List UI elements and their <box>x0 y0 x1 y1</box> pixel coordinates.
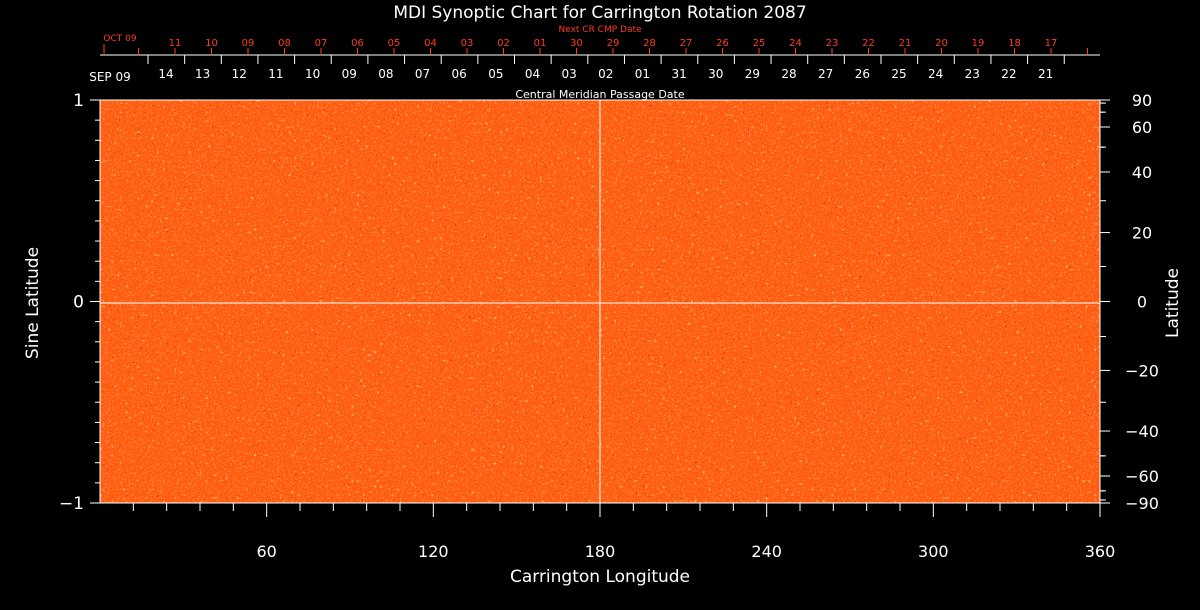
next-cmp-date: 27 <box>680 38 693 49</box>
cmp-date: 29 <box>745 67 760 81</box>
x-tick-label: 360 <box>1085 542 1116 561</box>
next-cmp-date: 30 <box>570 38 583 49</box>
next-cmp-date: 18 <box>1008 38 1021 49</box>
cmp-date: 22 <box>1001 67 1016 81</box>
cmp-dates: 14 13 12 11 10 09 08 07 06 05 04 03 02 01 31 30 29 28 27 26… <box>147 55 1065 81</box>
cmp-date: 12 <box>232 67 247 81</box>
cmp-date: 30 <box>708 67 723 81</box>
cmp-date: 01 <box>635 67 650 81</box>
next-cmp-date: 02 <box>497 38 510 49</box>
cmp-date: 08 <box>378 67 393 81</box>
right-axis-label: Latitude <box>1163 268 1183 338</box>
right-tick-label: 0 <box>1137 293 1147 312</box>
bottom-axis: 60 120 180 240 300 360 <box>132 503 1116 561</box>
x-tick-label: 120 <box>418 542 449 561</box>
cmp-label: Central Meridian Passage Date <box>515 88 684 101</box>
cmp-date: 06 <box>452 67 467 81</box>
chart-title: MDI Synoptic Chart for Carrington Rotati… <box>393 3 806 23</box>
x-tick-label: 240 <box>751 542 782 561</box>
x-axis-label: Carrington Longitude <box>510 567 690 587</box>
next-cmp-date: 05 <box>388 38 401 49</box>
cmp-date: 28 <box>781 67 796 81</box>
cmp-date: 23 <box>965 67 980 81</box>
x-tick-label: 180 <box>585 542 616 561</box>
next-cmp-month: OCT 09 <box>103 34 136 44</box>
next-cmp-date: 19 <box>972 38 985 49</box>
x-tick-label: 60 <box>256 542 276 561</box>
cmp-date: 02 <box>598 67 613 81</box>
next-cmp-date: 25 <box>753 38 766 49</box>
next-cmp-date: 03 <box>461 38 474 49</box>
right-tick-label: −90 <box>1125 494 1159 513</box>
right-tick-label: −60 <box>1125 467 1159 486</box>
left-tick-label: −1 <box>59 494 84 514</box>
next-cmp-date: 06 <box>351 38 364 49</box>
cmp-date: 10 <box>305 67 320 81</box>
next-cmp-date: 28 <box>643 38 656 49</box>
right-tick-label: −40 <box>1125 422 1159 441</box>
x-tick-label: 300 <box>918 542 949 561</box>
cmp-date: 09 <box>342 67 357 81</box>
cmp-date: 03 <box>562 67 577 81</box>
next-cmp-date: 24 <box>789 38 802 49</box>
cmp-date: 05 <box>488 67 503 81</box>
left-axis-label: Sine Latitude <box>23 247 43 359</box>
right-tick-label: 60 <box>1132 118 1152 137</box>
cmp-date: 04 <box>525 67 540 81</box>
next-cmp-date: 21 <box>899 38 912 49</box>
right-tick-label: −20 <box>1125 361 1159 380</box>
next-cmp-dates: 11 10 09 08 07 06 05 04 03 02 01 30 29 28 27 26 25 24 23 22… <box>103 38 1088 55</box>
next-cmp-date: 01 <box>534 38 547 49</box>
next-cmp-date: 26 <box>716 38 729 49</box>
right-axis: 90 60 40 20 0 −20 −40 −60 −90 <box>1100 91 1159 513</box>
next-cmp-date: 07 <box>315 38 328 49</box>
left-tick-label: 0 <box>73 293 84 313</box>
cmp-date: 25 <box>891 67 906 81</box>
next-cmp-date: 22 <box>862 38 875 49</box>
left-axis: 1 0 −1 <box>59 91 100 514</box>
cmp-date: 31 <box>671 67 686 81</box>
next-cmp-label: Next CR CMP Date <box>558 25 642 35</box>
next-cmp-date: 23 <box>826 38 839 49</box>
right-tick-label: 20 <box>1132 224 1152 243</box>
right-tick-label: 40 <box>1132 163 1152 182</box>
cmp-date: 13 <box>195 67 210 81</box>
cmp-date: 07 <box>415 67 430 81</box>
cmp-month: SEP 09 <box>89 70 131 84</box>
next-cmp-date: 20 <box>935 38 948 49</box>
next-cmp-date: 17 <box>1045 38 1058 49</box>
cmp-date: 14 <box>158 67 173 81</box>
cmp-date: 27 <box>818 67 833 81</box>
cmp-date: 21 <box>1038 67 1053 81</box>
next-cmp-date: 04 <box>424 38 437 49</box>
cmp-date: 26 <box>855 67 870 81</box>
right-tick-label: 90 <box>1132 91 1152 110</box>
next-cmp-date: 09 <box>242 38 255 49</box>
next-cmp-date: 29 <box>607 38 620 49</box>
cmp-date: 24 <box>928 67 943 81</box>
cmp-date: 11 <box>268 67 283 81</box>
next-cmp-date: 08 <box>278 38 291 49</box>
next-cmp-date: 10 <box>205 38 218 49</box>
left-tick-label: 1 <box>73 91 84 111</box>
next-cmp-date: 11 <box>169 38 182 49</box>
